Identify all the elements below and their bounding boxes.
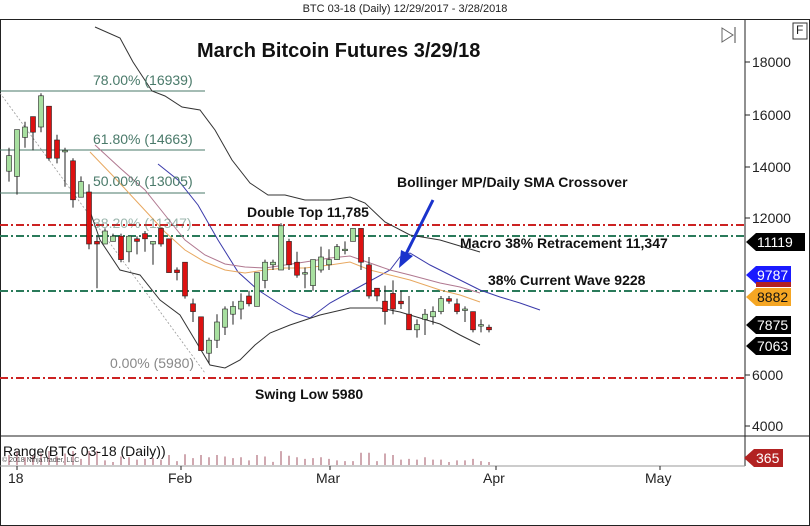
x-tick-mar: Mar [316,470,341,486]
y-tick-18000: 18000 [752,54,791,70]
range-marker-365 [744,449,783,467]
price-marker-label-7063: 7063 [757,338,789,354]
y-tick-12000: 12000 [752,210,791,226]
chart-title: March Bitcoin Futures 3/29/18 [197,40,481,62]
fib-label-0: 0.00% (5980) [110,355,195,371]
price-marker-label-8882: 8882 [757,289,789,305]
fib-label-618: 61.80% (14663) [93,131,193,147]
crossover-arrow [399,199,435,268]
f-button[interactable] [792,22,808,40]
annotation-crossover: Bollinger MP/Daily SMA Crossover [397,174,628,190]
price-marker-label-9787: 9787 [757,267,789,283]
x-tick-may: May [645,470,672,486]
y-tick-4000: 4000 [752,418,784,434]
fib-levels [0,90,205,194]
fib-label-50: 50.00% (13005) [93,173,193,189]
x-tick-feb: Feb [168,470,193,486]
candles [6,93,492,364]
x-axis-ticks [16,466,661,470]
annotation-current-wave: 38% Current Wave 9228 [488,272,646,288]
bollinger-mid-band [157,163,541,319]
range-marker-label: 365 [756,450,780,466]
annotation-swing-low: Swing Low 5980 [255,386,364,402]
x-tick-apr: Apr [483,470,505,486]
bollinger-lower-band [89,210,481,369]
x-tick-18: 18 [8,470,24,486]
range-bars [8,451,490,465]
sma-purple-line [94,144,481,294]
y-axis-ticks [745,61,750,427]
bollinger-upper-band [94,26,481,253]
f-button-label[interactable]: F [796,23,804,37]
annotation-double-top: Double Top 11,785 [247,204,369,220]
fib-label-382: 38.20% (11347) [93,215,192,231]
price-marker-7063 [746,337,791,355]
y-tick-14000: 14000 [752,159,791,175]
price-marker-label-7875: 7875 [757,317,789,333]
fib-label-78: 78.00% (16939) [93,72,193,88]
price-marker-8882 [746,282,791,306]
price-marker-9787 [746,266,791,284]
price-marker-11119 [746,233,805,251]
y-tick-6000: 6000 [752,367,784,383]
price-marker-label-11119: 11119 [757,234,793,250]
lower-pane-label: Range(BTC 03-18 (Daily)) [3,443,166,459]
sma-orange-line [89,151,481,303]
price-marker-7875 [746,316,791,334]
y-tick-16000: 16000 [752,107,791,123]
window-title: BTC 03-18 (Daily) 12/29/2017 - 3/28/2018 [302,3,508,15]
scroll-to-end-icon[interactable] [721,27,736,43]
copyright-label: © 2018 NinjaTrader, LLC [2,457,80,464]
annotation-macro-retracement: Macro 38% Retracement 11,347 [460,235,668,251]
